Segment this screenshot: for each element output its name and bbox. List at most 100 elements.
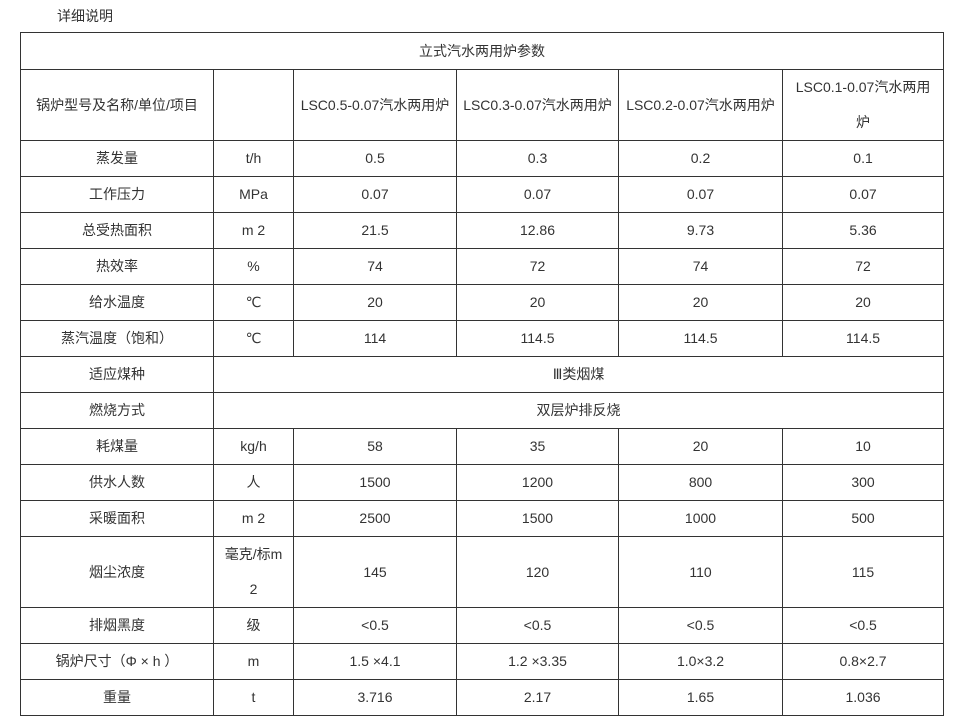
row-label: 重量	[20, 679, 214, 716]
value-cell: 0.1	[781, 140, 945, 177]
header-unit-cell	[213, 69, 294, 141]
table-row: 工作压力 MPa 0.07 0.07 0.07 0.07	[20, 176, 945, 213]
row-label: 耗煤量	[20, 428, 214, 465]
row-label: 给水温度	[20, 284, 214, 321]
table-row: 锅炉尺寸（Φ × h ） m 1.5 ×4.1 1.2 ×3.35 1.0×3.2 0.8…	[20, 643, 945, 680]
table-row: 耗煤量 kg/h 58 35 20 10	[20, 428, 945, 465]
table-row: 适应煤种 Ⅲ类烟煤	[20, 356, 945, 393]
value-cell: 35	[456, 428, 619, 465]
table-row: 总受热面积 m 2 21.5 12.86 9.73 5.36	[20, 212, 945, 249]
page-title: 详细说明	[57, 8, 113, 24]
value-cell: 0.07	[618, 176, 783, 213]
value-cell: 20	[618, 428, 783, 465]
value-cell: 800	[618, 464, 783, 501]
row-label: 总受热面积	[20, 212, 214, 249]
unit-cell: MPa	[213, 176, 294, 213]
unit-cell: ℃	[213, 284, 294, 321]
value-cell: 0.8×2.7	[781, 643, 945, 680]
header-label-cell: 锅炉型号及名称/单位/项目	[20, 69, 214, 141]
unit-cell: t/h	[213, 140, 294, 177]
value-cell: 74	[293, 248, 457, 285]
value-cell: 20	[293, 284, 457, 321]
value-cell: 2500	[293, 500, 457, 537]
value-cell: 145	[293, 536, 457, 608]
value-cell: 0.07	[781, 176, 945, 213]
row-label: 热效率	[20, 248, 214, 285]
value-cell: 110	[618, 536, 783, 608]
table-section-row: 立式汽水两用炉参数	[19, 32, 945, 70]
header-model-cell: LSC0.3-0.07汽水两用炉	[456, 69, 619, 141]
value-cell: 0.3	[456, 140, 619, 177]
value-cell: 0.07	[293, 176, 457, 213]
value-cell: <0.5	[456, 607, 619, 644]
value-cell: 58	[293, 428, 457, 465]
unit-cell: 级	[213, 607, 294, 644]
row-label: 蒸发量	[20, 140, 214, 177]
table-row: 蒸发量 t/h 0.5 0.3 0.2 0.1	[20, 140, 945, 177]
value-cell: 2.17	[456, 679, 619, 716]
unit-cell: m 2	[213, 212, 294, 249]
row-label: 蒸汽温度（饱和）	[20, 320, 214, 357]
value-cell: <0.5	[781, 607, 945, 644]
unit-cell: 毫克/标m 2	[213, 536, 294, 608]
table-row: 供水人数人 1500 1200 800 300	[20, 464, 945, 501]
row-label: 锅炉尺寸（Φ × h ）	[20, 643, 214, 680]
table-row: 烟尘浓度 毫克/标m 2 145 120 110 115	[20, 536, 945, 608]
table-row: 采暖面积 m 2 2500 1500 1000 500	[20, 500, 945, 537]
merged-value-cell: 双层炉排反烧	[212, 392, 945, 429]
table-section-title: 立式汽水两用炉参数	[19, 32, 945, 70]
table-row: 重量 t 3.716 2.17 1.65 1.036	[20, 679, 945, 716]
value-cell: 1.5 ×4.1	[293, 643, 457, 680]
value-cell: <0.5	[293, 607, 457, 644]
value-cell: 21.5	[293, 212, 457, 249]
value-cell: <0.5	[618, 607, 783, 644]
table-row: 热效率% 74 72 74 72	[20, 248, 945, 285]
row-label: 排烟黑度	[20, 607, 214, 644]
header-model-cell: LSC0.1-0.07汽水两用炉	[781, 69, 945, 141]
merged-value-cell: Ⅲ类烟煤	[212, 356, 945, 393]
value-cell: 1.2 ×3.35	[456, 643, 619, 680]
unit-cell: t	[213, 679, 294, 716]
value-cell: 300	[781, 464, 945, 501]
value-cell: 72	[781, 248, 945, 285]
value-cell: 20	[618, 284, 783, 321]
unit-cell: ℃	[213, 320, 294, 357]
value-cell: 5.36	[781, 212, 945, 249]
value-cell: 74	[618, 248, 783, 285]
value-cell: 114.5	[781, 320, 945, 357]
value-cell: 1.0×3.2	[618, 643, 783, 680]
row-label: 适应煤种	[20, 356, 214, 393]
table-row: 排烟黑度级 <0.5 <0.5 <0.5 <0.5	[20, 607, 945, 644]
value-cell: 1500	[456, 500, 619, 537]
boiler-spec-table: 立式汽水两用炉参数 锅炉型号及名称/单位/项目 LSC0.5-0.07汽水两用炉…	[19, 32, 945, 716]
value-cell: 114.5	[456, 320, 619, 357]
value-cell: 1.65	[618, 679, 783, 716]
value-cell: 20	[456, 284, 619, 321]
value-cell: 115	[781, 536, 945, 608]
row-label: 工作压力	[20, 176, 214, 213]
value-cell: 1.036	[781, 679, 945, 716]
row-label: 采暖面积	[20, 500, 214, 537]
value-cell: 1000	[618, 500, 783, 537]
table-row: 蒸汽温度（饱和） ℃ 114 114.5 114.5 114.5	[20, 320, 945, 357]
value-cell: 500	[781, 500, 945, 537]
unit-cell: 人	[213, 464, 294, 501]
value-cell: 1200	[456, 464, 619, 501]
unit-cell: m 2	[213, 500, 294, 537]
value-cell: 0.07	[456, 176, 619, 213]
value-cell: 0.2	[618, 140, 783, 177]
value-cell: 72	[456, 248, 619, 285]
row-label: 供水人数	[20, 464, 214, 501]
value-cell: 120	[456, 536, 619, 608]
table-row: 给水温度 ℃ 20 20 20 20	[20, 284, 945, 321]
row-label: 烟尘浓度	[20, 536, 214, 608]
table-header-row: 锅炉型号及名称/单位/项目 LSC0.5-0.07汽水两用炉 LSC0.3-0.…	[20, 69, 945, 141]
unit-cell: kg/h	[213, 428, 294, 465]
header-model-cell: LSC0.5-0.07汽水两用炉	[293, 69, 457, 141]
header-model-cell: LSC0.2-0.07汽水两用炉	[618, 69, 783, 141]
table-body: 蒸发量 t/h 0.5 0.3 0.2 0.1 工作压力 MPa 0.07 0.07 0.07 0.0…	[20, 140, 945, 716]
unit-cell: %	[213, 248, 294, 285]
value-cell: 20	[781, 284, 945, 321]
value-cell: 9.73	[618, 212, 783, 249]
table-row: 燃烧方式 双层炉排反烧	[20, 392, 945, 429]
